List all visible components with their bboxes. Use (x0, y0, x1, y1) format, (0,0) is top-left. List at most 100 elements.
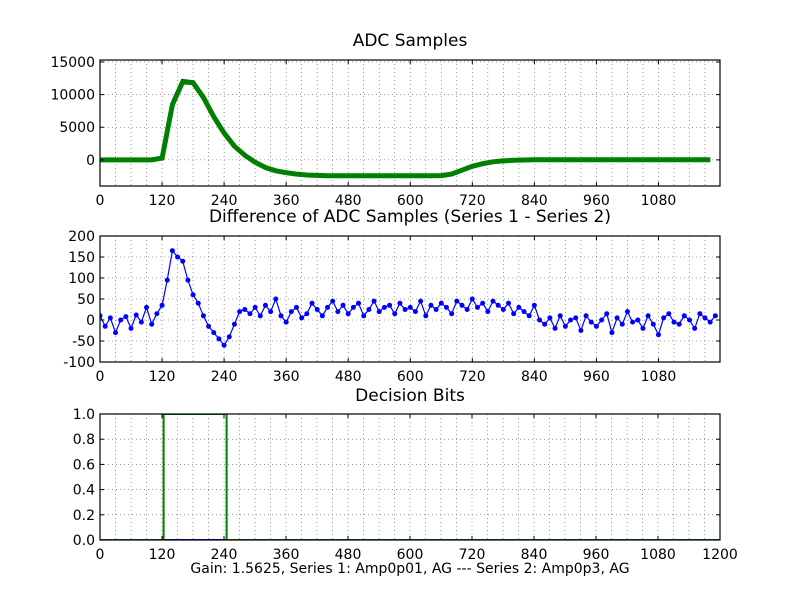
data-point (661, 315, 667, 321)
data-point (537, 317, 543, 323)
title-adc: ADC Samples (352, 31, 468, 51)
data-point (325, 304, 331, 310)
x-tick-label: 0 (96, 369, 105, 385)
data-point (676, 321, 682, 327)
data-point (268, 309, 274, 315)
data-point (288, 309, 294, 315)
data-point (278, 313, 284, 319)
data-point (624, 309, 630, 315)
x-tick-label: 360 (273, 193, 300, 209)
data-point (107, 315, 113, 321)
data-point (397, 300, 403, 306)
data-point (650, 321, 656, 327)
y-tick-label: -50 (72, 334, 95, 350)
data-point (185, 277, 191, 283)
data-point (655, 332, 661, 338)
data-point (459, 302, 465, 308)
y-tick-label: 150 (68, 250, 95, 266)
data-point (273, 296, 279, 302)
data-point (262, 302, 268, 308)
data-point (371, 298, 377, 304)
data-point (671, 319, 677, 325)
data-point (526, 313, 532, 319)
data-point (283, 319, 289, 325)
y-tick-label: 15000 (50, 55, 95, 71)
data-point (495, 302, 501, 308)
data-point (516, 304, 522, 310)
x-tick-label: 600 (397, 547, 424, 563)
data-point (500, 307, 506, 312)
data-point (231, 321, 237, 327)
data-point (402, 307, 408, 312)
x-tick-label: 120 (149, 193, 176, 209)
data-point (593, 323, 599, 329)
data-point (330, 298, 336, 304)
data-point (128, 325, 134, 331)
data-point (547, 315, 553, 321)
x-tick-label: 1080 (641, 193, 677, 209)
data-point (102, 323, 108, 329)
x-tick-label: 960 (583, 193, 610, 209)
data-point (200, 313, 206, 319)
data-point (293, 304, 299, 310)
y-tick-label: 200 (68, 229, 95, 245)
axes-frame (99, 413, 721, 541)
y-tick-label: 100 (68, 271, 95, 287)
series-2-line (100, 414, 720, 540)
y-tick-label: 0.4 (73, 483, 95, 499)
data-point (392, 311, 398, 317)
x-tick-label: 360 (273, 547, 300, 563)
data-point (340, 302, 346, 308)
data-point (319, 313, 325, 319)
x-tick-label: 720 (459, 547, 486, 563)
data-point (169, 248, 175, 254)
data-point (138, 319, 144, 325)
data-point (619, 321, 625, 327)
data-point (335, 309, 341, 315)
data-point (237, 309, 243, 315)
y-tick-label: 0 (86, 153, 95, 169)
data-point (309, 300, 315, 306)
data-point (511, 311, 517, 317)
y-tick-label: 5000 (59, 120, 95, 136)
data-point (123, 314, 129, 320)
x-tick-label: 120 (149, 547, 176, 563)
data-point (635, 317, 641, 323)
x-tick-label: 480 (335, 369, 362, 385)
x-tick-label: 240 (211, 547, 238, 563)
x-tick-label: 840 (521, 369, 548, 385)
data-point (423, 313, 429, 319)
data-point (609, 330, 615, 336)
data-point (100, 313, 103, 319)
series-2-line (100, 79, 711, 179)
data-point (345, 311, 351, 317)
data-point (614, 315, 620, 321)
x-tick-label: 600 (397, 369, 424, 385)
data-point (443, 304, 449, 310)
data-point (599, 317, 605, 323)
x-tick-label: 960 (583, 547, 610, 563)
data-point (180, 258, 186, 264)
x-tick-label: 0 (96, 193, 105, 209)
data-point (304, 311, 310, 317)
data-point (506, 300, 512, 306)
data-point (531, 302, 537, 308)
x-tick-label: 1080 (641, 369, 677, 385)
data-point (361, 313, 367, 319)
data-point (407, 304, 413, 310)
x-tick-label: 1200 (702, 547, 738, 563)
data-point (630, 319, 636, 325)
data-point (707, 319, 713, 325)
data-point (226, 334, 232, 340)
data-point (702, 315, 708, 321)
data-point (144, 304, 150, 310)
x-tick-label: 960 (583, 369, 610, 385)
data-point (552, 325, 558, 331)
data-point (350, 304, 356, 310)
data-point (433, 307, 439, 312)
data-point (692, 325, 698, 331)
data-point (113, 330, 119, 336)
data-point (557, 313, 563, 319)
title-diff: Difference of ADC Samples (Series 1 - Se… (208, 207, 612, 227)
y-tick-label: 10000 (50, 88, 95, 104)
